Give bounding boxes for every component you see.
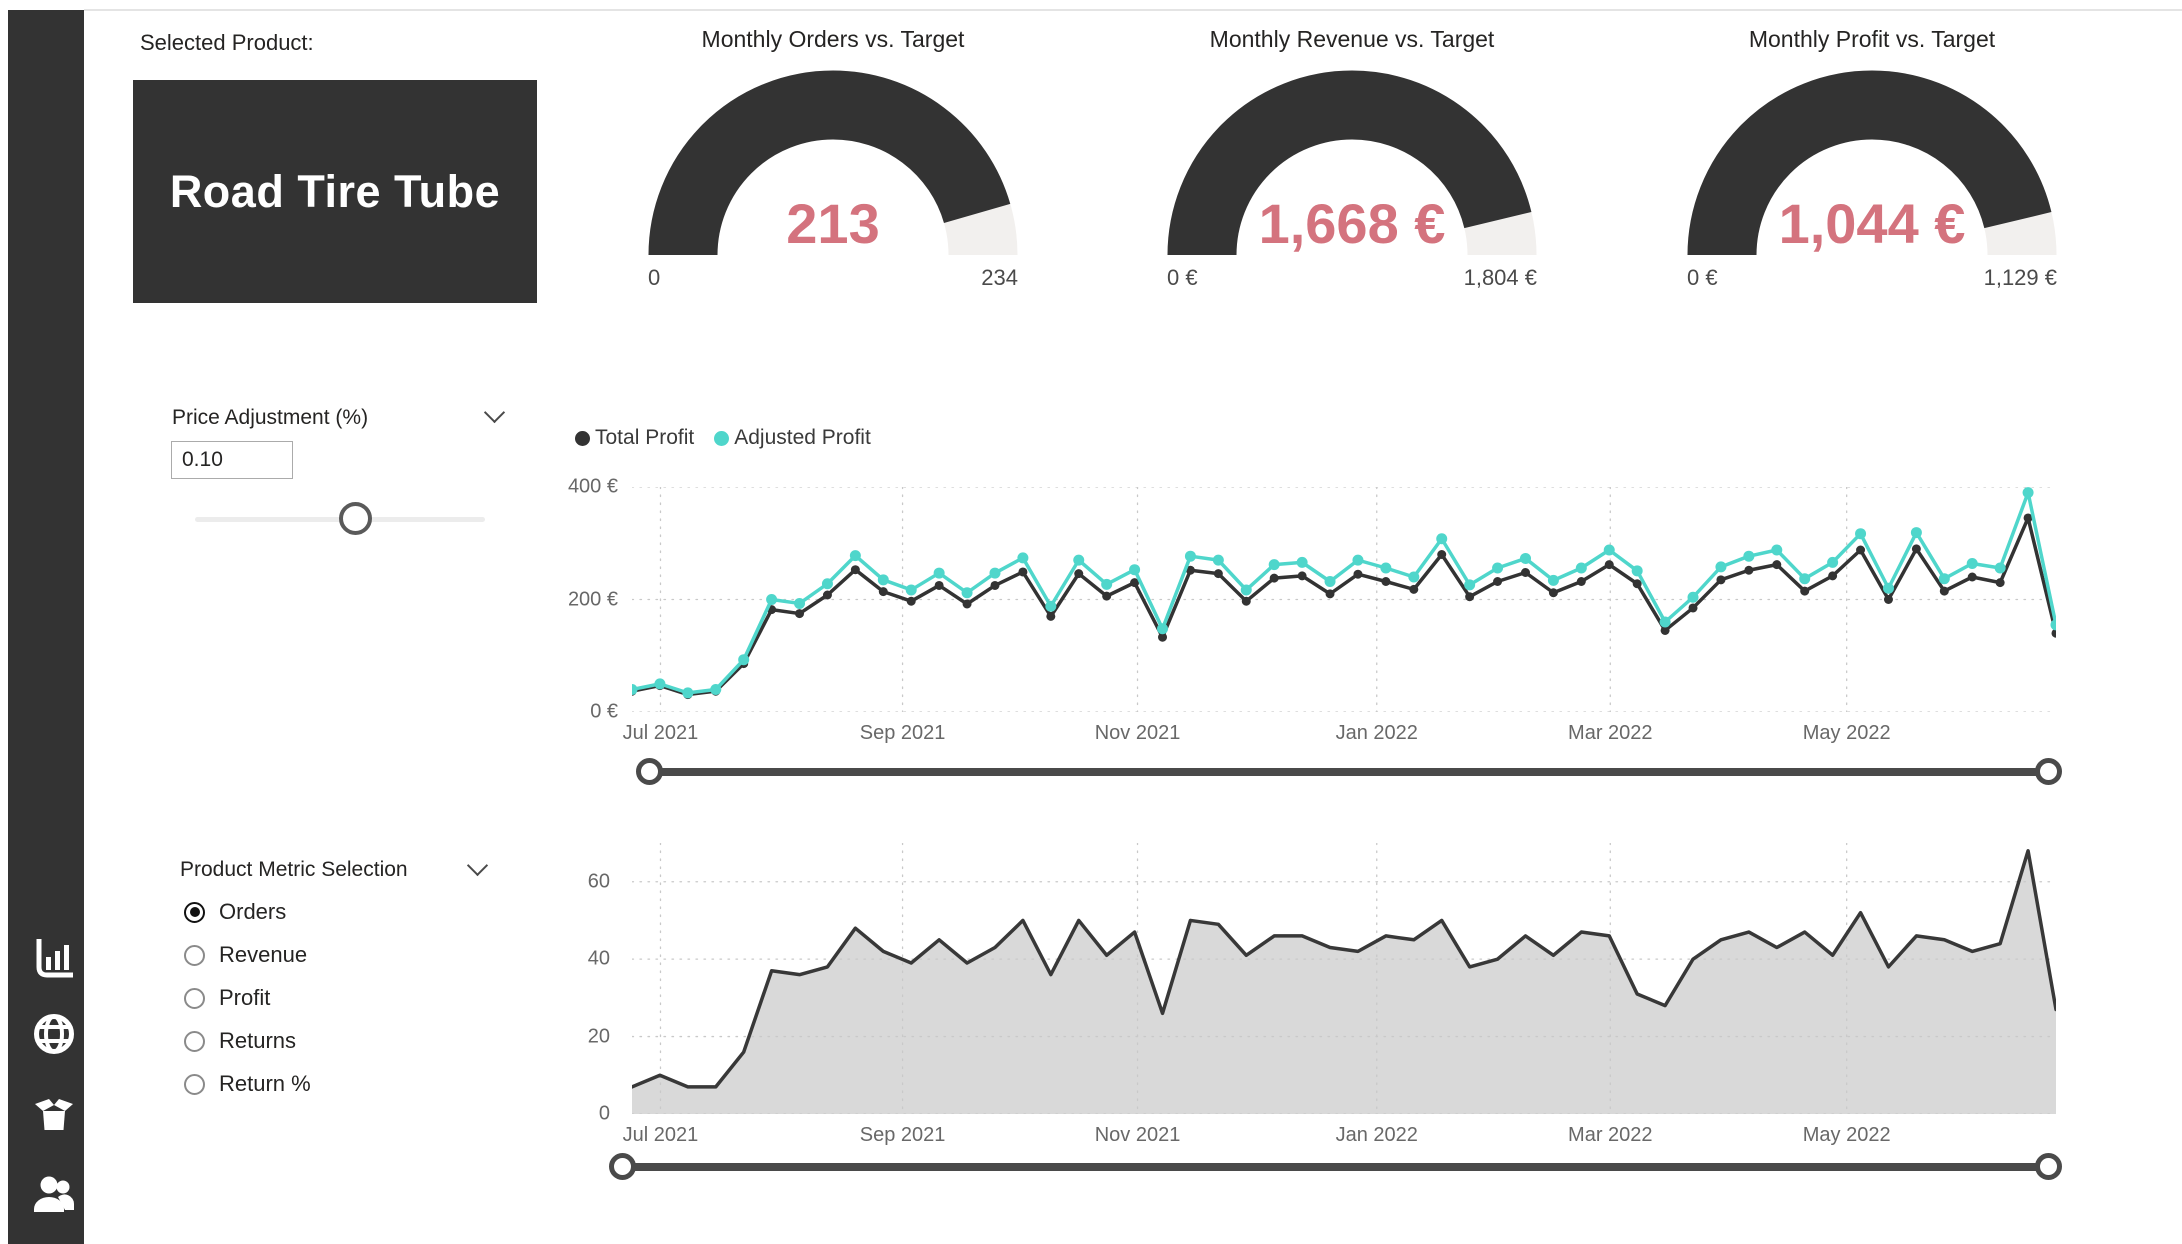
metric-option-returns[interactable]: Returns bbox=[184, 1026, 311, 1056]
y-axis-tick-label: 40 bbox=[587, 947, 610, 970]
legend-dot bbox=[575, 430, 590, 446]
legend-item-total-profit: Total Profit bbox=[575, 426, 694, 450]
price-adjustment-input[interactable] bbox=[171, 441, 293, 479]
gauge-monthly-profit: Monthly Profit vs. Target 1,044 € 0 € 1,… bbox=[1657, 26, 2087, 291]
x-axis-tick-label: Jul 2021 bbox=[622, 1124, 699, 1146]
gauge-monthly-revenue: Monthly Revenue vs. Target 1,668 € 0 € 1… bbox=[1137, 26, 1567, 291]
range-slider-right-handle[interactable] bbox=[2035, 758, 2062, 785]
range-slider-left-handle[interactable] bbox=[609, 1153, 636, 1180]
package-icon[interactable] bbox=[30, 1090, 78, 1138]
gauge-arc: 1,668 € bbox=[1167, 70, 1537, 256]
y-axis-tick-label: 400 € bbox=[567, 475, 618, 498]
bar-chart-icon[interactable] bbox=[30, 934, 78, 982]
x-axis-tick-label: Mar 2022 bbox=[1568, 1124, 1653, 1146]
metric-radio-group: Orders Revenue Profit Returns Return % bbox=[184, 897, 311, 1099]
y-axis-tick-label: 20 bbox=[587, 1025, 610, 1048]
gauge-max-label: 1,129 € bbox=[1983, 265, 2057, 290]
product-name: Road Tire Tube bbox=[169, 165, 501, 217]
gauge-min-label: 0 bbox=[648, 265, 661, 290]
radio-button[interactable] bbox=[184, 901, 205, 923]
legend-dot bbox=[714, 430, 730, 446]
radio-button[interactable] bbox=[184, 1073, 205, 1095]
metric-selection-label: Product Metric Selection bbox=[180, 858, 408, 881]
x-axis-tick-label: Sep 2021 bbox=[859, 722, 946, 744]
profit-chart-range-slider bbox=[636, 758, 2062, 786]
selected-product-label: Selected Product: bbox=[140, 30, 314, 55]
radio-button[interactable] bbox=[184, 987, 205, 1009]
gauge-arc: 213 bbox=[648, 70, 1018, 256]
legend-label: Total Profit bbox=[595, 426, 695, 449]
price-adjustment-label: Price Adjustment (%) bbox=[172, 406, 369, 429]
product-card: Road Tire Tube bbox=[133, 80, 537, 303]
chevron-down-icon[interactable] bbox=[483, 401, 506, 424]
x-axis-tick-label: May 2022 bbox=[1802, 722, 1891, 744]
range-slider-right-handle[interactable] bbox=[2035, 1153, 2062, 1180]
gauge-title: Monthly Orders vs. Target bbox=[701, 26, 965, 52]
gauge-min-label: 0 € bbox=[1167, 265, 1198, 290]
gauge-min-label: 0 € bbox=[1687, 265, 1718, 290]
legend-label: Adjusted Profit bbox=[734, 426, 871, 449]
x-axis-tick-label: Jul 2021 bbox=[622, 722, 699, 744]
x-axis-tick-label: Nov 2021 bbox=[1094, 722, 1181, 744]
profit-line-chart[interactable] bbox=[632, 487, 2056, 712]
x-axis-tick-label: Nov 2021 bbox=[1094, 1124, 1181, 1146]
sidebar bbox=[8, 10, 84, 1244]
price-slider-thumb[interactable] bbox=[339, 502, 373, 535]
y-axis-tick-label: 60 bbox=[587, 870, 610, 893]
gauge-arc: 1,044 € bbox=[1687, 70, 2057, 256]
people-icon[interactable] bbox=[30, 1170, 78, 1218]
gauge-max-label: 234 bbox=[981, 265, 1018, 290]
chevron-down-icon[interactable] bbox=[466, 854, 489, 877]
legend-item-adjusted-profit: Adjusted Profit bbox=[714, 426, 871, 450]
radio-button[interactable] bbox=[184, 1030, 205, 1052]
range-slider-track[interactable] bbox=[622, 1163, 2049, 1171]
gauge-title: Monthly Profit vs. Target bbox=[1748, 26, 1996, 52]
top-divider bbox=[84, 9, 2182, 11]
y-axis-tick-label: 200 € bbox=[567, 588, 618, 610]
metric-option-revenue[interactable]: Revenue bbox=[184, 940, 311, 970]
radio-label: Return % bbox=[219, 1071, 311, 1096]
range-slider-track[interactable] bbox=[649, 768, 2049, 776]
x-axis-tick-label: Jan 2022 bbox=[1335, 1124, 1418, 1146]
radio-label: Returns bbox=[219, 1028, 297, 1053]
chart-legend: Total Profit Adjusted Profit bbox=[575, 426, 871, 450]
metric-option-return[interactable]: Return % bbox=[184, 1069, 311, 1099]
x-axis-tick-label: May 2022 bbox=[1802, 1124, 1891, 1146]
metric-option-orders[interactable]: Orders bbox=[184, 897, 311, 927]
y-axis-tick-label: 0 bbox=[598, 1102, 610, 1125]
radio-label: Profit bbox=[219, 985, 271, 1010]
x-axis-tick-label: Jan 2022 bbox=[1335, 722, 1418, 744]
range-slider-left-handle[interactable] bbox=[636, 758, 663, 785]
gauge-max-label: 1,804 € bbox=[1463, 265, 1537, 290]
y-axis-tick-label: 0 € bbox=[590, 700, 618, 723]
x-axis-tick-label: Sep 2021 bbox=[859, 1124, 946, 1146]
radio-label: Revenue bbox=[219, 942, 308, 967]
radio-button[interactable] bbox=[184, 944, 205, 966]
gauge-value: 213 bbox=[786, 192, 879, 255]
gauge-monthly-orders: Monthly Orders vs. Target 213 0 234 bbox=[618, 26, 1048, 291]
orders-chart-range-slider bbox=[609, 1153, 2062, 1181]
gauge-value: 1,668 € bbox=[1259, 192, 1446, 255]
orders-area-chart[interactable] bbox=[632, 843, 2056, 1114]
x-axis-tick-label: Mar 2022 bbox=[1568, 722, 1653, 744]
gauge-value: 1,044 € bbox=[1779, 192, 1966, 255]
gauge-title: Monthly Revenue vs. Target bbox=[1209, 26, 1495, 52]
radio-label: Orders bbox=[219, 899, 287, 924]
metric-option-profit[interactable]: Profit bbox=[184, 983, 311, 1013]
globe-icon[interactable] bbox=[30, 1010, 78, 1058]
